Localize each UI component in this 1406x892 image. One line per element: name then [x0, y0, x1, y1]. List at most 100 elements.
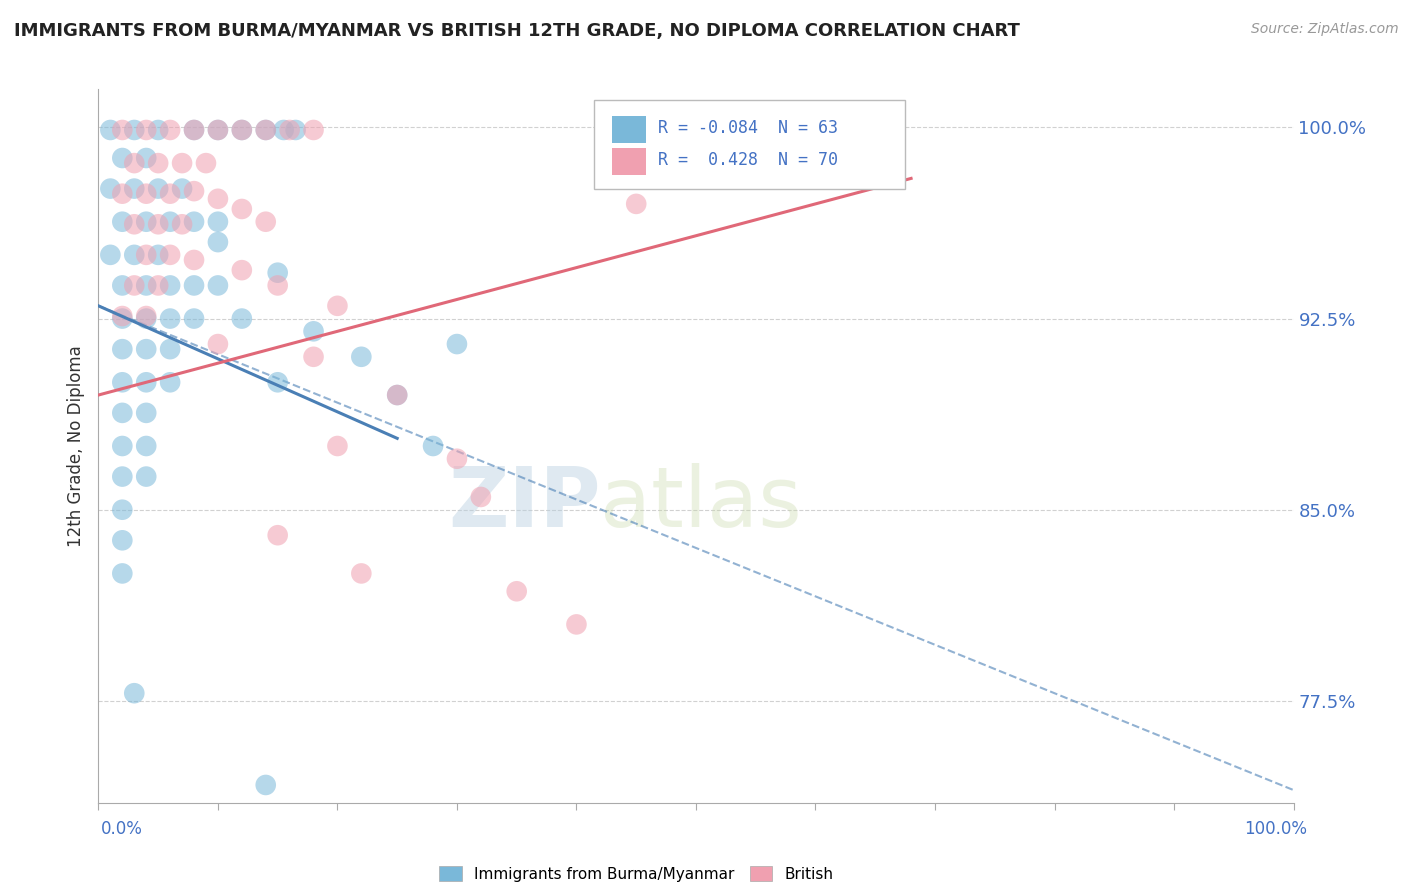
Point — [98, 248, 122, 262]
Point — [111, 342, 134, 356]
Point — [267, 376, 290, 390]
Point — [231, 202, 253, 216]
Point — [506, 584, 529, 599]
Point — [172, 156, 194, 170]
Text: 0.0%: 0.0% — [101, 820, 143, 838]
Point — [159, 186, 181, 201]
Point — [302, 324, 325, 338]
Point — [267, 266, 290, 280]
Point — [111, 215, 134, 229]
Point — [254, 778, 277, 792]
Point — [135, 151, 157, 165]
Point — [350, 350, 373, 364]
Point — [135, 309, 157, 323]
Point — [124, 686, 146, 700]
Point — [278, 123, 301, 137]
Point — [111, 406, 134, 420]
Point — [124, 123, 146, 137]
Point — [98, 123, 122, 137]
Point — [273, 123, 295, 137]
Point — [135, 439, 157, 453]
Point — [183, 123, 205, 137]
Point — [183, 215, 205, 229]
Point — [159, 248, 181, 262]
Point — [124, 181, 146, 195]
Point — [745, 123, 768, 137]
Text: R = -0.084  N = 63: R = -0.084 N = 63 — [658, 119, 838, 136]
Point — [135, 215, 157, 229]
Point — [111, 533, 134, 548]
Point — [302, 123, 325, 137]
Point — [446, 337, 468, 351]
Point — [124, 156, 146, 170]
Point — [111, 439, 134, 453]
Point — [148, 181, 170, 195]
Point — [148, 217, 170, 231]
Point — [422, 439, 444, 453]
Point — [624, 197, 647, 211]
Point — [135, 469, 157, 483]
Point — [284, 123, 307, 137]
Point — [111, 278, 134, 293]
Point — [194, 156, 217, 170]
Point — [111, 311, 134, 326]
Y-axis label: 12th Grade, No Diploma: 12th Grade, No Diploma — [66, 345, 84, 547]
Point — [111, 376, 134, 390]
Point — [207, 278, 229, 293]
Point — [231, 263, 253, 277]
Point — [267, 528, 290, 542]
Bar — [612, 116, 645, 143]
Point — [135, 342, 157, 356]
Point — [111, 123, 134, 137]
Text: IMMIGRANTS FROM BURMA/MYANMAR VS BRITISH 12TH GRADE, NO DIPLOMA CORRELATION CHAR: IMMIGRANTS FROM BURMA/MYANMAR VS BRITISH… — [14, 22, 1019, 40]
Point — [148, 278, 170, 293]
Point — [98, 181, 122, 195]
Point — [231, 311, 253, 326]
Point — [470, 490, 492, 504]
Point — [350, 566, 373, 581]
Point — [302, 350, 325, 364]
Point — [111, 186, 134, 201]
Point — [863, 123, 886, 137]
Point — [148, 248, 170, 262]
Point — [254, 123, 277, 137]
Text: 100.0%: 100.0% — [1244, 820, 1308, 838]
Point — [172, 217, 194, 231]
FancyBboxPatch shape — [595, 100, 905, 189]
Point — [446, 451, 468, 466]
Point — [111, 502, 134, 516]
Text: Source: ZipAtlas.com: Source: ZipAtlas.com — [1251, 22, 1399, 37]
Point — [207, 337, 229, 351]
Point — [207, 123, 229, 137]
Point — [159, 123, 181, 137]
Point — [124, 217, 146, 231]
Point — [326, 439, 349, 453]
Text: R =  0.428  N = 70: R = 0.428 N = 70 — [658, 151, 838, 169]
Point — [148, 123, 170, 137]
Point — [207, 235, 229, 249]
Text: atlas: atlas — [600, 463, 801, 543]
Point — [231, 123, 253, 137]
Point — [385, 388, 409, 402]
Point — [124, 278, 146, 293]
Point — [183, 278, 205, 293]
Point — [326, 299, 349, 313]
Point — [135, 248, 157, 262]
Point — [183, 311, 205, 326]
Point — [183, 123, 205, 137]
Point — [159, 278, 181, 293]
Point — [207, 192, 229, 206]
Point — [135, 376, 157, 390]
Point — [135, 278, 157, 293]
Point — [124, 248, 146, 262]
Point — [254, 123, 277, 137]
Point — [159, 215, 181, 229]
Point — [135, 311, 157, 326]
Point — [159, 376, 181, 390]
Point — [148, 156, 170, 170]
Point — [565, 617, 588, 632]
Point — [385, 388, 409, 402]
Point — [111, 566, 134, 581]
Point — [685, 145, 707, 160]
Point — [135, 406, 157, 420]
